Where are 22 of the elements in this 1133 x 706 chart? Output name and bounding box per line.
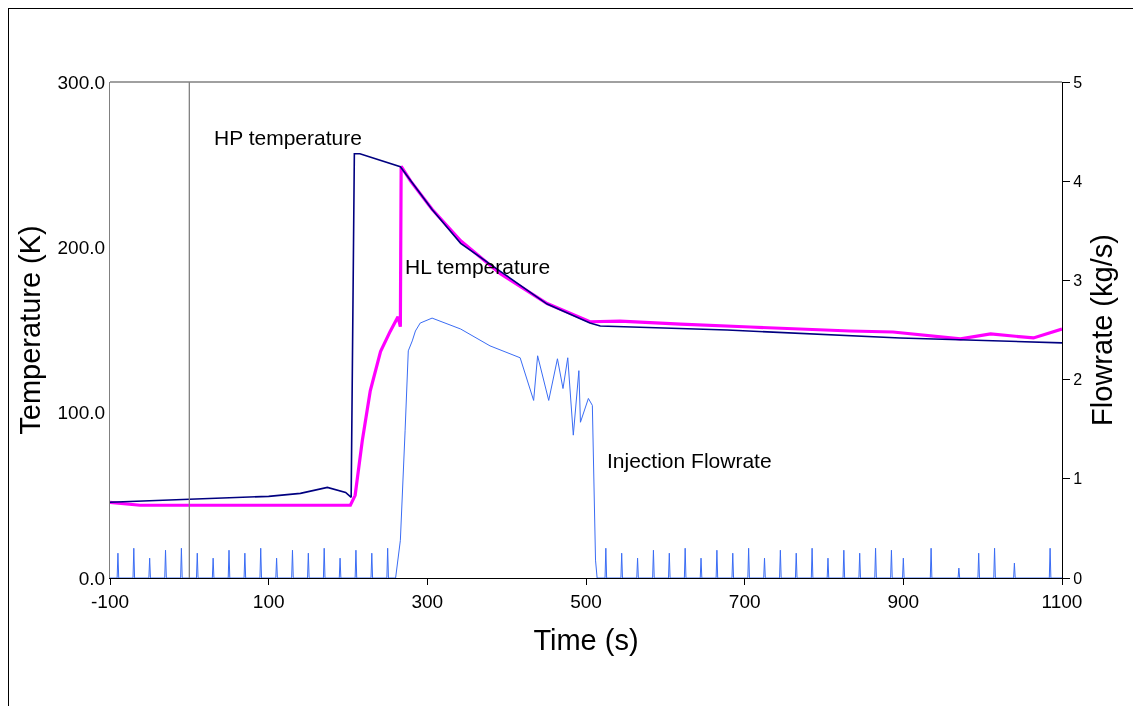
x-axis-title: Time (s) bbox=[533, 623, 639, 656]
series-label: Injection Flowrate bbox=[607, 449, 772, 472]
x-tick-label: 100 bbox=[252, 590, 285, 612]
y2-tick-label: 5 bbox=[1073, 73, 1083, 91]
y2-tick-label: 0 bbox=[1073, 569, 1083, 587]
series-label: HP temperature bbox=[214, 126, 362, 149]
y-tick-label: 200.0 bbox=[57, 236, 106, 258]
x-tick-label: 1100 bbox=[1041, 590, 1083, 612]
x-tick-label: 500 bbox=[570, 590, 602, 612]
y2-tick-label: 3 bbox=[1073, 272, 1083, 289]
y2-tick-label: 2 bbox=[1073, 371, 1083, 389]
x-tick-label: -100 bbox=[90, 590, 130, 612]
y2-tick-label: 1 bbox=[1073, 470, 1083, 488]
y-tick-label: 100.0 bbox=[57, 402, 106, 424]
y-tick-label: 0.0 bbox=[78, 567, 106, 589]
x-tick-label: 900 bbox=[887, 590, 920, 612]
y2-tick-label: 4 bbox=[1073, 172, 1083, 190]
x-tick-label: 700 bbox=[728, 590, 761, 612]
y-tick-label: 300.0 bbox=[57, 71, 106, 93]
y-axis-title: Temperature (K) bbox=[13, 225, 46, 435]
y2-axis-title: Flowrate (kg/s) bbox=[1086, 234, 1119, 426]
x-tick-label: 300 bbox=[411, 590, 444, 612]
